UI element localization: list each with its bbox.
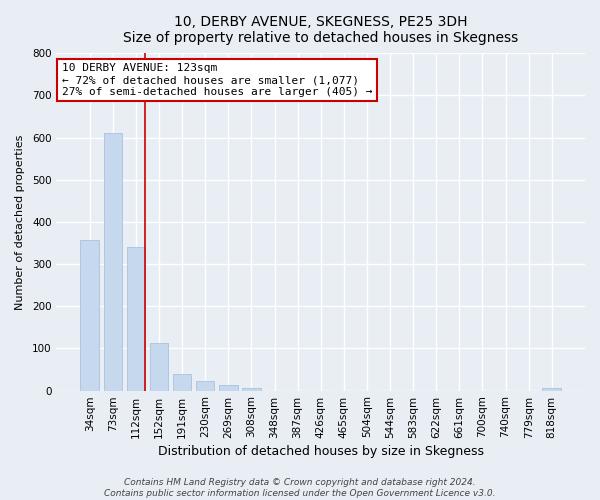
Title: 10, DERBY AVENUE, SKEGNESS, PE25 3DH
Size of property relative to detached house: 10, DERBY AVENUE, SKEGNESS, PE25 3DH Siz… bbox=[123, 15, 518, 45]
Text: Contains HM Land Registry data © Crown copyright and database right 2024.
Contai: Contains HM Land Registry data © Crown c… bbox=[104, 478, 496, 498]
Text: 10 DERBY AVENUE: 123sqm
← 72% of detached houses are smaller (1,077)
27% of semi: 10 DERBY AVENUE: 123sqm ← 72% of detache… bbox=[62, 64, 372, 96]
Y-axis label: Number of detached properties: Number of detached properties bbox=[15, 134, 25, 310]
Bar bbox=[127, 247, 145, 390]
Bar bbox=[196, 382, 214, 390]
Bar bbox=[173, 374, 191, 390]
Bar bbox=[219, 384, 238, 390]
Bar bbox=[150, 343, 168, 390]
Bar bbox=[542, 388, 561, 390]
Bar bbox=[104, 133, 122, 390]
Bar bbox=[242, 388, 260, 390]
X-axis label: Distribution of detached houses by size in Skegness: Distribution of detached houses by size … bbox=[158, 444, 484, 458]
Bar bbox=[80, 240, 99, 390]
